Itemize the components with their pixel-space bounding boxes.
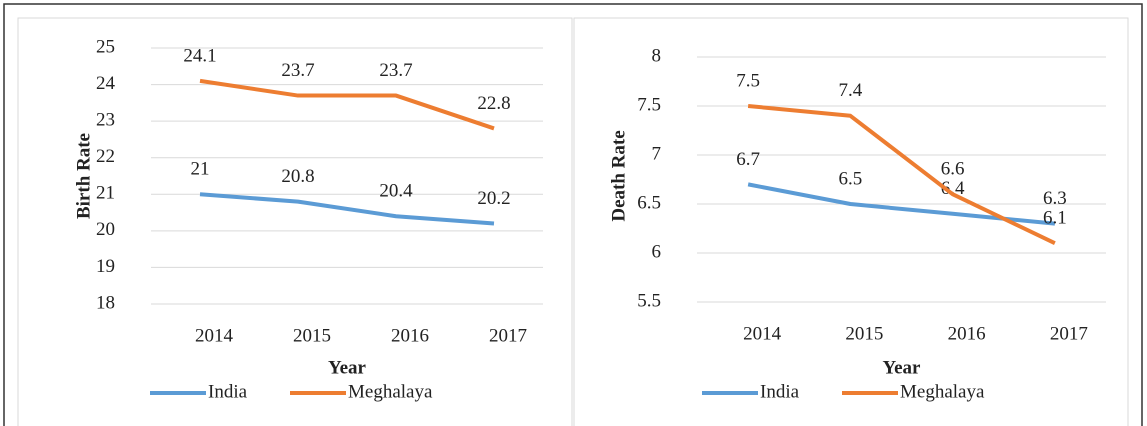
- y-tick-label: 21: [96, 183, 115, 204]
- line: [199, 192, 495, 226]
- legend-label: Meghalaya: [348, 381, 433, 402]
- x-tick-label: 2017: [489, 325, 527, 346]
- data-label: 6.3: [1043, 188, 1067, 209]
- y-tick-label: 25: [96, 36, 115, 57]
- y-tick-label: 22: [96, 146, 115, 167]
- data-label: 6.7: [736, 149, 760, 170]
- panel-border: [17, 17, 573, 426]
- x-tick-label: 2017: [1050, 323, 1088, 344]
- data-label: 6.1: [1043, 208, 1067, 229]
- x-tick-label: 2015: [293, 325, 331, 346]
- data-label: 6.4: [941, 178, 965, 199]
- x-tick-label: 2014: [195, 325, 234, 346]
- data-label: 6.6: [941, 159, 965, 180]
- data-label: 7.4: [839, 80, 863, 101]
- data-label: 23.7: [281, 60, 314, 81]
- y-tick-label: 24: [96, 73, 116, 94]
- y-tick-label: 8: [652, 45, 662, 66]
- line: [747, 104, 1056, 246]
- data-label: 23.7: [379, 60, 412, 81]
- y-tick-label: 5.5: [637, 290, 661, 311]
- y-tick-label: 7.5: [637, 94, 661, 115]
- data-label: 20.2: [477, 188, 510, 209]
- x-tick-label: 2014: [743, 323, 782, 344]
- y-tick-label: 6.5: [637, 192, 661, 213]
- legend-label: India: [208, 381, 248, 402]
- data-label: 22.8: [477, 93, 510, 114]
- data-label: 21: [191, 159, 210, 180]
- y-axis-title: Death Rate: [608, 130, 629, 221]
- line: [199, 78, 495, 131]
- legend-label: India: [760, 381, 800, 402]
- data-label: 24.1: [183, 45, 216, 66]
- x-axis-title: Year: [328, 357, 367, 378]
- y-tick-label: 6: [652, 241, 662, 262]
- y-tick-label: 23: [96, 110, 115, 131]
- y-tick-label: 19: [96, 256, 115, 277]
- data-label: 20.8: [281, 166, 314, 187]
- x-tick-label: 2016: [391, 325, 429, 346]
- x-tick-label: 2016: [948, 323, 986, 344]
- legend-label: Meghalaya: [900, 381, 985, 402]
- y-tick-label: 7: [652, 143, 662, 164]
- panel-border: [573, 17, 1129, 426]
- data-label: 6.5: [839, 168, 863, 189]
- x-axis-title: Year: [883, 357, 922, 378]
- outer-border: [3, 3, 1143, 426]
- y-tick-label: 20: [96, 219, 115, 240]
- y-axis-title: Birth Rate: [73, 133, 94, 219]
- data-label: 20.4: [379, 181, 413, 202]
- x-tick-label: 2015: [845, 323, 883, 344]
- y-tick-label: 18: [96, 292, 115, 313]
- data-label: 7.5: [736, 70, 760, 91]
